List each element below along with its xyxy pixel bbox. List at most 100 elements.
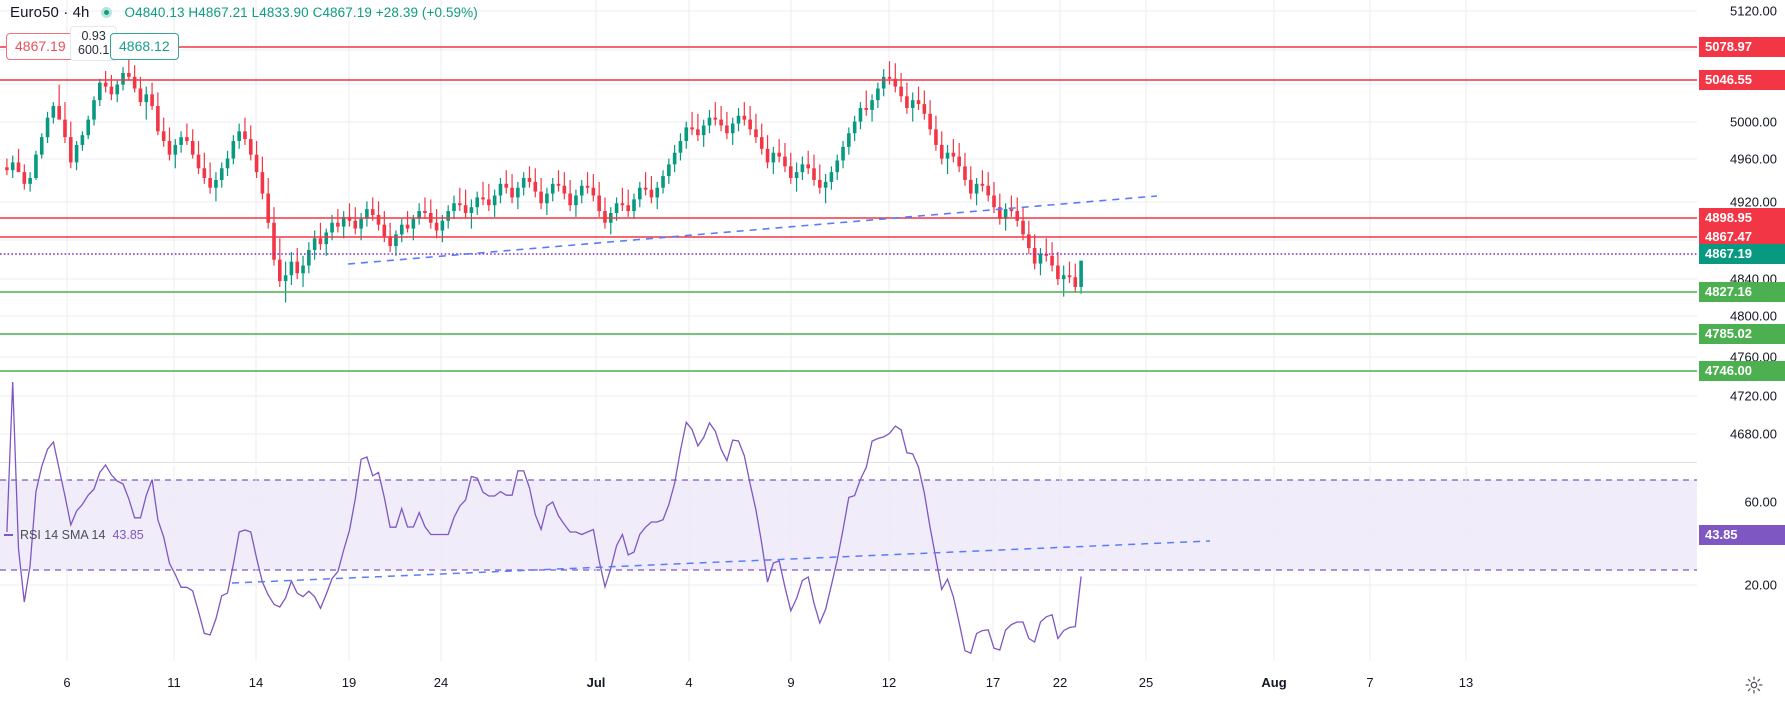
price-badge[interactable]: 4898.95 — [1699, 208, 1785, 228]
price-badge[interactable]: 43.85 — [1699, 525, 1785, 545]
candle-body — [661, 176, 665, 188]
candle-body — [1038, 253, 1043, 264]
settings-gear-icon[interactable] — [1745, 676, 1763, 694]
candle-body — [998, 207, 1002, 219]
candle-body — [1015, 211, 1020, 221]
candle-body — [57, 106, 61, 120]
price-badge[interactable]: 4827.16 — [1699, 282, 1785, 302]
left-price-tag-teal[interactable]: 4868.12 — [110, 33, 179, 60]
candle-body — [533, 181, 538, 192]
candle-body — [92, 100, 96, 120]
candle-body — [521, 177, 526, 188]
candle-body — [1061, 275, 1066, 280]
candle-body — [1056, 265, 1060, 280]
candle-body — [922, 104, 927, 114]
candle-body — [690, 127, 694, 130]
candle-body — [150, 94, 154, 107]
time-axis[interactable]: 6 11 14 19 24 Jul 4 9 12 17 22 25 Aug 7 13 — [0, 661, 1785, 703]
candle-body — [63, 119, 67, 138]
candle-body — [771, 152, 776, 163]
candle-body — [876, 88, 880, 101]
candle-body — [417, 211, 421, 219]
candle-body — [272, 222, 276, 260]
candle-body — [905, 96, 909, 108]
candle-body — [452, 203, 456, 212]
candle-body — [777, 152, 781, 157]
candle-body — [562, 185, 567, 194]
candle-body — [1067, 275, 1072, 278]
candle-body — [376, 214, 381, 225]
spread-top: 0.93 — [81, 29, 106, 43]
candle-body — [835, 160, 840, 173]
candle-body — [643, 187, 648, 190]
price-badge[interactable]: 4785.02 — [1699, 324, 1785, 344]
rsi-line — [6, 381, 1082, 655]
time-label: 24 — [433, 675, 449, 690]
candle-body — [138, 88, 143, 103]
rsi-legend[interactable]: RSI 14 SMA 14 43.85 — [4, 528, 144, 542]
rsi-tick: 20.00 — [1744, 577, 1777, 593]
candlestick-series — [5, 59, 1083, 303]
candle-body — [237, 131, 241, 142]
price-pane[interactable]: 4867.19 0.93 600.1 4868.12 — [0, 0, 1697, 462]
candle-body — [51, 106, 56, 118]
candle-body — [446, 211, 450, 221]
candle-body — [1003, 209, 1008, 219]
candle-body — [765, 148, 770, 163]
candle-body — [742, 115, 747, 120]
trendline-ascending[interactable] — [347, 195, 1158, 265]
candle-body — [127, 72, 131, 77]
candle-body — [585, 185, 590, 188]
candle-body — [672, 152, 677, 165]
left-spread-tag: 0.93 600.1 — [70, 26, 118, 61]
pane-separator[interactable] — [0, 462, 1697, 463]
price-badge[interactable]: 4746.00 — [1699, 361, 1785, 381]
candle-body — [475, 197, 480, 208]
candle-body — [434, 222, 439, 231]
symbol-title[interactable]: Euro50 · 4h — [10, 4, 90, 21]
rsi-color-swatch — [4, 534, 13, 536]
rsi-tick: 60.00 — [1744, 494, 1777, 510]
candle-body — [568, 193, 572, 206]
candle-body — [481, 197, 485, 200]
price-badge[interactable]: 5046.55 — [1699, 70, 1785, 90]
candle-body — [818, 179, 822, 188]
price-level-lines[interactable] — [0, 46, 1697, 372]
candle-body — [336, 222, 340, 227]
price-tick: 4960.00 — [1730, 151, 1777, 167]
candle-body — [219, 168, 224, 180]
candle-body — [243, 131, 247, 140]
candle-body — [574, 195, 578, 206]
candle-body — [411, 218, 416, 229]
time-label: 13 — [1458, 675, 1474, 690]
rsi-pane[interactable]: RSI 14 SMA 14 43.85 — [0, 381, 1697, 661]
candle-body — [225, 158, 230, 169]
candle-body — [86, 119, 90, 136]
candle-body — [28, 177, 32, 184]
candle-body — [318, 238, 323, 245]
price-axis[interactable]: 5120.00 5000.00 4960.00 4920.00 4840.00 4800.… — [1697, 0, 1785, 703]
candle-body — [504, 183, 509, 188]
market-status-dot — [101, 7, 113, 18]
candle-body — [156, 106, 160, 132]
price-chart-svg — [0, 0, 1697, 462]
candle-body — [951, 152, 956, 157]
price-tick: 4720.00 — [1730, 388, 1777, 404]
candle-body — [39, 137, 44, 155]
price-badge[interactable]: 4867.47 — [1699, 227, 1785, 247]
candle-body — [359, 218, 363, 229]
candle-body — [591, 187, 596, 196]
candle-body — [208, 177, 212, 188]
time-label: 11 — [167, 675, 181, 690]
rsi-band — [0, 480, 1697, 570]
candle-body — [144, 94, 149, 103]
candle-body — [196, 154, 201, 169]
candle-body — [423, 211, 427, 214]
candle-body — [794, 172, 799, 178]
price-badge[interactable]: 5078.97 — [1699, 37, 1785, 57]
left-price-tag-red[interactable]: 4867.19 — [6, 33, 75, 60]
candle-body — [812, 168, 816, 180]
price-badge[interactable]: 4867.19 — [1699, 244, 1785, 264]
time-label: 4 — [685, 675, 693, 690]
candle-body — [382, 224, 387, 237]
